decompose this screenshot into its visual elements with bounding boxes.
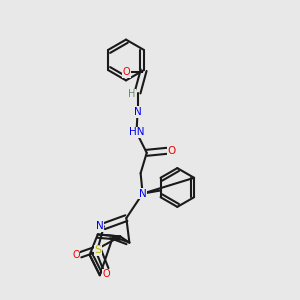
Text: O: O <box>123 67 130 77</box>
Text: O: O <box>102 269 110 279</box>
Text: H: H <box>128 89 136 99</box>
Text: N: N <box>96 221 104 231</box>
Text: O: O <box>167 146 176 156</box>
Text: O: O <box>72 250 80 260</box>
Text: S: S <box>94 245 101 255</box>
Text: HN: HN <box>129 128 144 137</box>
Text: N: N <box>134 107 141 117</box>
Text: N: N <box>139 189 146 199</box>
